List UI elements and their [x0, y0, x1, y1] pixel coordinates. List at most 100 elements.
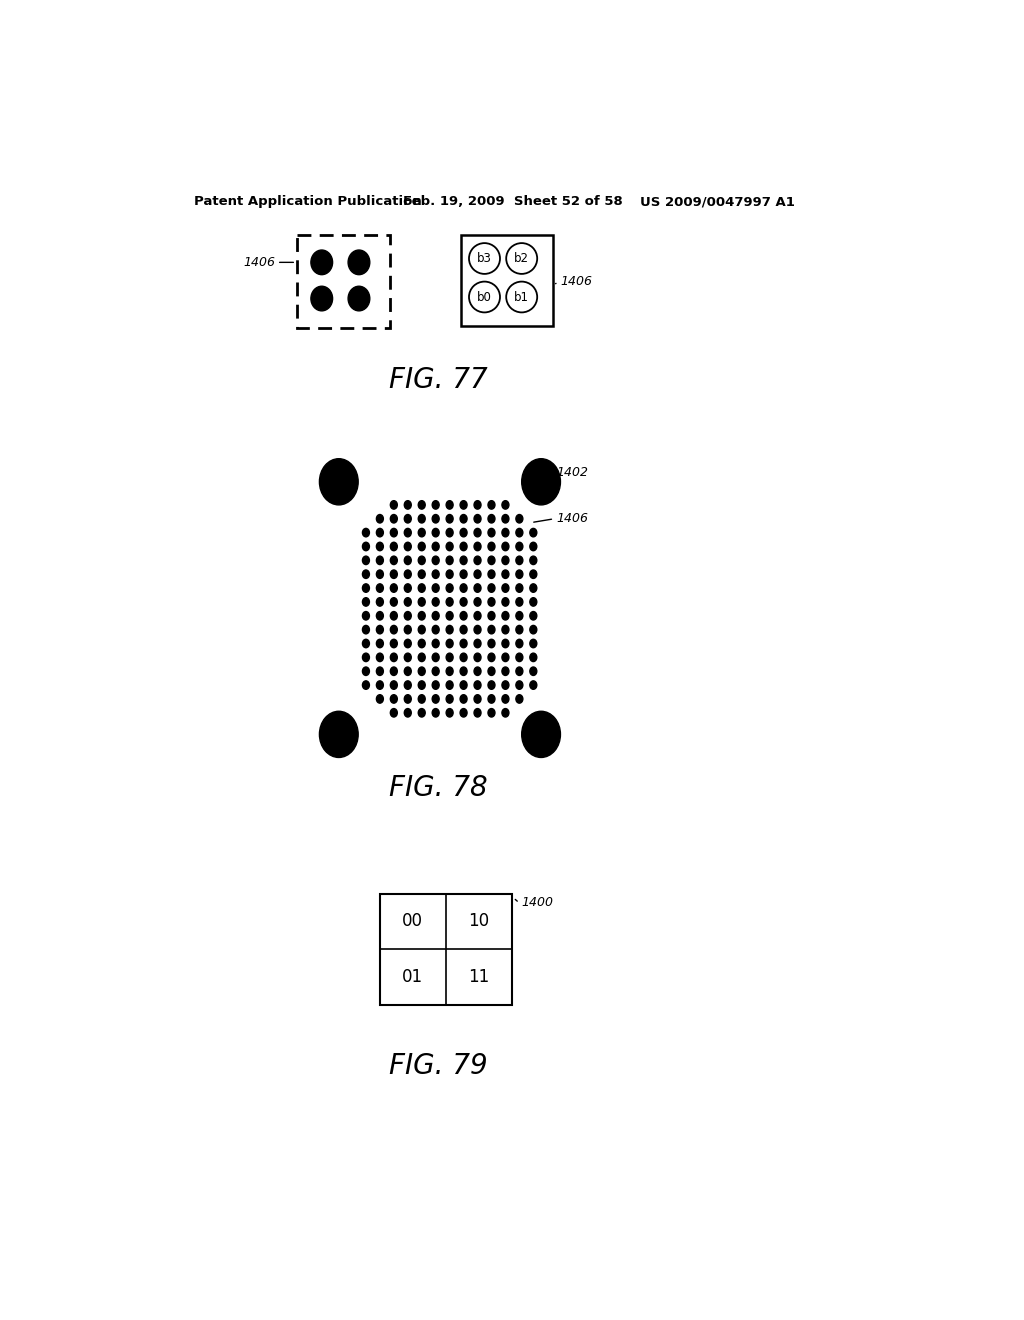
Ellipse shape — [488, 500, 495, 510]
Ellipse shape — [377, 626, 383, 634]
Ellipse shape — [474, 583, 481, 593]
Ellipse shape — [502, 556, 509, 565]
Text: 1400: 1400 — [521, 896, 553, 909]
Ellipse shape — [502, 639, 509, 648]
Ellipse shape — [488, 709, 495, 717]
Ellipse shape — [404, 681, 412, 689]
Ellipse shape — [474, 667, 481, 676]
Ellipse shape — [418, 694, 425, 704]
Ellipse shape — [446, 611, 453, 620]
Text: 10: 10 — [468, 912, 488, 931]
Text: FIG. 79: FIG. 79 — [389, 1052, 487, 1080]
Ellipse shape — [446, 500, 453, 510]
Ellipse shape — [446, 667, 453, 676]
Text: US 2009/0047997 A1: US 2009/0047997 A1 — [640, 195, 795, 209]
Ellipse shape — [446, 543, 453, 550]
Ellipse shape — [460, 583, 467, 593]
Ellipse shape — [516, 694, 523, 704]
Ellipse shape — [529, 598, 537, 606]
Ellipse shape — [446, 556, 453, 565]
Ellipse shape — [404, 639, 412, 648]
Ellipse shape — [418, 543, 425, 550]
Ellipse shape — [432, 543, 439, 550]
Ellipse shape — [348, 249, 370, 275]
Ellipse shape — [474, 598, 481, 606]
Ellipse shape — [390, 667, 397, 676]
Ellipse shape — [460, 500, 467, 510]
Ellipse shape — [488, 639, 495, 648]
Ellipse shape — [390, 653, 397, 661]
Ellipse shape — [521, 459, 560, 506]
Ellipse shape — [474, 515, 481, 523]
Ellipse shape — [390, 500, 397, 510]
Ellipse shape — [474, 709, 481, 717]
Ellipse shape — [474, 570, 481, 578]
Ellipse shape — [390, 598, 397, 606]
Ellipse shape — [377, 694, 383, 704]
Ellipse shape — [404, 515, 412, 523]
Text: 11: 11 — [468, 968, 488, 986]
Ellipse shape — [362, 583, 370, 593]
Ellipse shape — [404, 543, 412, 550]
Ellipse shape — [377, 611, 383, 620]
Ellipse shape — [418, 611, 425, 620]
Ellipse shape — [404, 556, 412, 565]
Ellipse shape — [502, 626, 509, 634]
Ellipse shape — [502, 515, 509, 523]
Ellipse shape — [446, 598, 453, 606]
Ellipse shape — [432, 500, 439, 510]
Ellipse shape — [404, 500, 412, 510]
Ellipse shape — [418, 709, 425, 717]
Ellipse shape — [446, 528, 453, 537]
Ellipse shape — [529, 543, 537, 550]
Ellipse shape — [377, 653, 383, 661]
Ellipse shape — [446, 515, 453, 523]
Ellipse shape — [446, 681, 453, 689]
Ellipse shape — [432, 583, 439, 593]
Ellipse shape — [488, 598, 495, 606]
Ellipse shape — [488, 583, 495, 593]
Ellipse shape — [362, 528, 370, 537]
Ellipse shape — [474, 500, 481, 510]
Ellipse shape — [362, 611, 370, 620]
Ellipse shape — [460, 681, 467, 689]
Ellipse shape — [460, 611, 467, 620]
Ellipse shape — [377, 570, 383, 578]
Ellipse shape — [474, 681, 481, 689]
Text: 1406: 1406 — [244, 256, 275, 269]
Ellipse shape — [529, 528, 537, 537]
Ellipse shape — [488, 515, 495, 523]
Ellipse shape — [446, 653, 453, 661]
Ellipse shape — [502, 528, 509, 537]
Ellipse shape — [432, 611, 439, 620]
Text: b3: b3 — [477, 252, 492, 265]
Ellipse shape — [418, 583, 425, 593]
Ellipse shape — [516, 583, 523, 593]
Ellipse shape — [418, 570, 425, 578]
Ellipse shape — [432, 626, 439, 634]
Ellipse shape — [432, 709, 439, 717]
Ellipse shape — [460, 626, 467, 634]
Ellipse shape — [418, 598, 425, 606]
Ellipse shape — [502, 500, 509, 510]
Ellipse shape — [432, 653, 439, 661]
Ellipse shape — [404, 626, 412, 634]
Ellipse shape — [529, 653, 537, 661]
Ellipse shape — [516, 543, 523, 550]
Ellipse shape — [502, 653, 509, 661]
Ellipse shape — [474, 543, 481, 550]
Ellipse shape — [446, 639, 453, 648]
Ellipse shape — [377, 583, 383, 593]
Ellipse shape — [502, 709, 509, 717]
Text: 00: 00 — [402, 912, 423, 931]
Ellipse shape — [488, 626, 495, 634]
Ellipse shape — [488, 570, 495, 578]
Text: 1406: 1406 — [557, 512, 589, 525]
Ellipse shape — [529, 681, 537, 689]
Ellipse shape — [502, 681, 509, 689]
Text: b0: b0 — [477, 290, 492, 304]
Ellipse shape — [404, 528, 412, 537]
Ellipse shape — [390, 681, 397, 689]
Ellipse shape — [502, 583, 509, 593]
Ellipse shape — [390, 639, 397, 648]
